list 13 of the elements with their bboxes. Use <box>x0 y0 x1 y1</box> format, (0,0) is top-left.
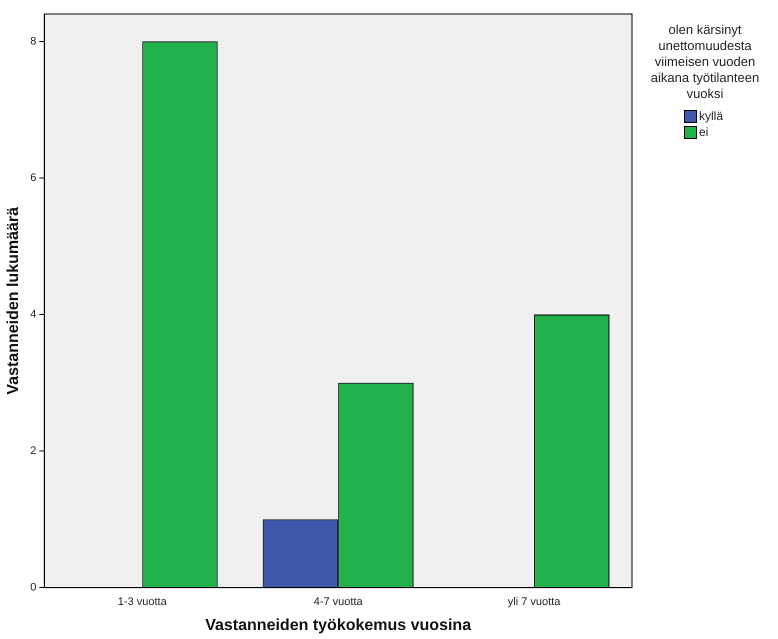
y-axis-title: Vastanneiden lukumäärä <box>5 206 22 395</box>
x-tick-label: yli 7 vuotta <box>508 596 562 608</box>
legend-label: kyllä <box>699 109 724 123</box>
y-tick-label: 2 <box>30 445 36 458</box>
y-tick-label: 4 <box>30 308 36 320</box>
x-tick-label: 4-7 vuotta <box>314 596 364 608</box>
legend-label: ei <box>699 125 708 139</box>
y-tick-label: 8 <box>30 35 36 48</box>
y-tick-label: 0 <box>30 582 36 594</box>
y-tick-label: 6 <box>30 172 36 184</box>
legend-title: olen kärsinyt unettomuudesta viimeisen vuoden aikana työtilanteen vuoksi <box>650 22 760 102</box>
x-axis-title: Vastanneiden työkokemus vuosina <box>205 616 472 634</box>
x-tick-label: 1-3 vuotta <box>118 596 168 608</box>
